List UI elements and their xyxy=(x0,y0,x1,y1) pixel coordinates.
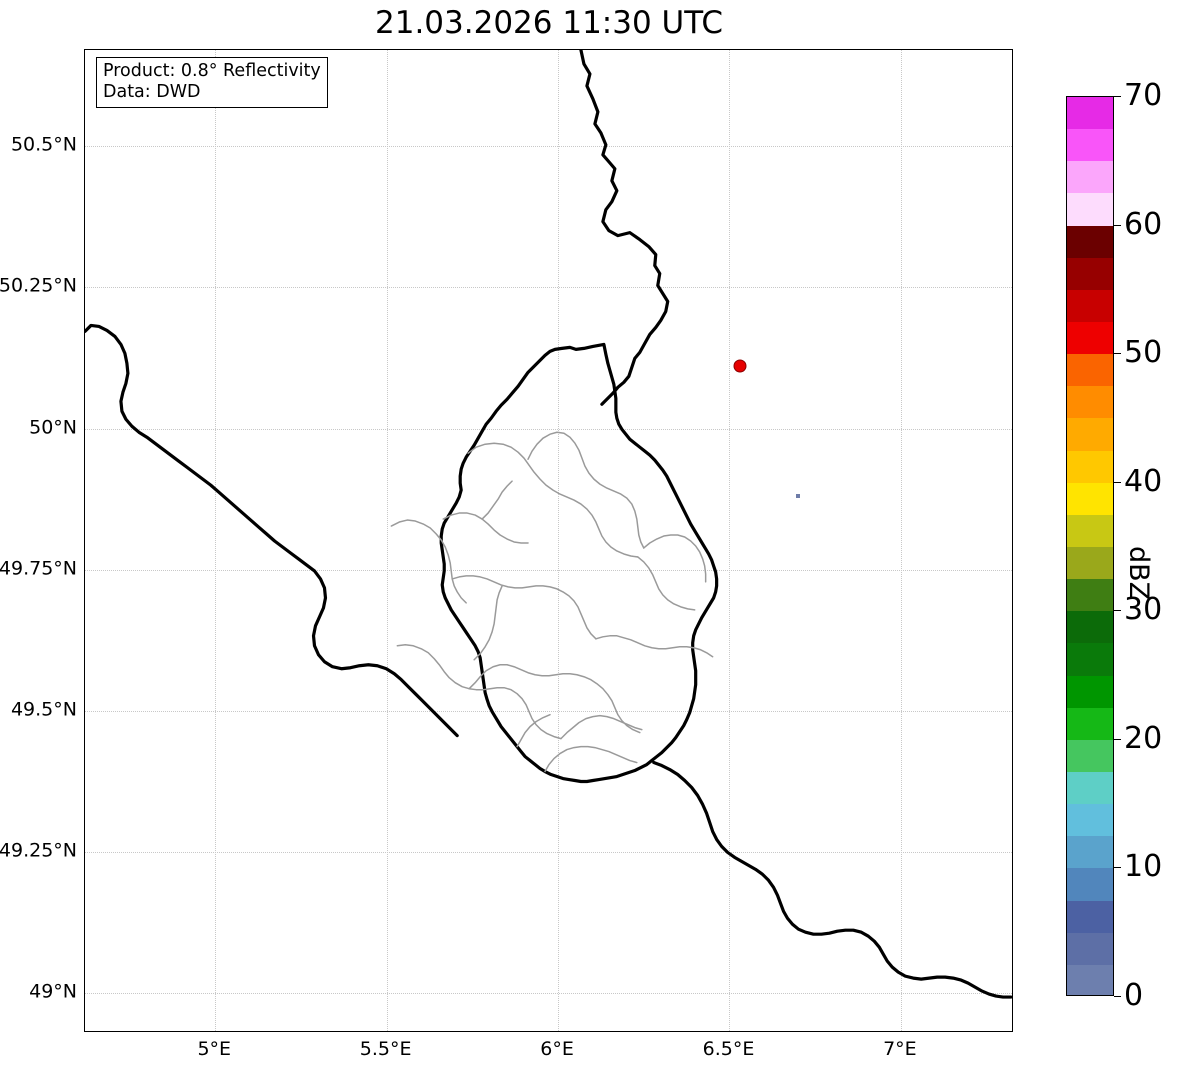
map-canvas[interactable]: Product: 0.8° Reflectivity Data: DWD xyxy=(84,49,1013,1032)
colorbar-tick-mark xyxy=(1114,353,1121,355)
colorbar-tick-label: 10 xyxy=(1124,849,1163,885)
colorbar[interactable] xyxy=(1066,96,1114,996)
colorbar-label: dBZ xyxy=(1123,546,1154,601)
colorbar-tick-mark xyxy=(1114,481,1121,483)
colorbar-band xyxy=(1067,547,1113,580)
info-product-line: Product: 0.8° Reflectivity xyxy=(103,61,321,81)
colorbar-band xyxy=(1067,579,1113,612)
colorbar-band xyxy=(1067,161,1113,195)
radar-site-marker[interactable] xyxy=(733,359,747,373)
colorbar-band xyxy=(1067,804,1113,837)
x-tick-label: 5.5°E xyxy=(359,1038,412,1060)
map-geography xyxy=(85,50,1012,999)
colorbar-tick-label: 50 xyxy=(1124,335,1163,371)
product-info-box: Product: 0.8° Reflectivity Data: DWD xyxy=(96,57,328,108)
gridline-lon xyxy=(729,50,731,1031)
colorbar-band xyxy=(1067,932,1113,966)
y-tick-label: 50.25°N xyxy=(0,274,77,297)
gridline-lon xyxy=(558,50,560,1031)
colorbar-band xyxy=(1067,450,1113,484)
gridline-lat xyxy=(85,428,1012,431)
colorbar-band xyxy=(1067,289,1113,323)
colorbar-tick-mark xyxy=(1114,96,1121,97)
colorbar-tick-label: 20 xyxy=(1124,720,1163,756)
colorbar-band xyxy=(1067,354,1113,387)
x-tick-label: 7°E xyxy=(883,1038,917,1060)
y-tick-label: 49.5°N xyxy=(10,698,77,721)
x-tick-label: 6.5°E xyxy=(702,1038,755,1060)
x-tick-label: 6°E xyxy=(540,1038,574,1060)
colorbar-band xyxy=(1067,482,1113,516)
colorbar-band xyxy=(1067,836,1113,870)
gridline-lat xyxy=(85,852,1012,854)
colorbar-band xyxy=(1067,739,1113,773)
y-tick-label: 50.5°N xyxy=(10,133,77,156)
colorbar-tick-mark xyxy=(1114,610,1121,612)
colorbar-band xyxy=(1067,97,1113,130)
colorbar-tick-label: 40 xyxy=(1124,463,1163,499)
gridline-lat xyxy=(85,287,1012,289)
national-borders xyxy=(85,50,1012,999)
colorbar-band xyxy=(1067,772,1113,805)
x-tick-label: 5°E xyxy=(197,1038,232,1060)
colorbar-band xyxy=(1067,225,1113,259)
colorbar-band xyxy=(1067,964,1113,995)
colorbar-band xyxy=(1067,257,1113,291)
colorbar-tick-label: 30 xyxy=(1124,592,1163,628)
gridline-lat xyxy=(85,993,1012,995)
page-title: 21.03.2026 11:30 UTC xyxy=(375,5,723,41)
colorbar-band xyxy=(1067,514,1113,548)
colorbar-band xyxy=(1067,418,1113,452)
admin-boundaries xyxy=(390,431,714,773)
colorbar-band xyxy=(1067,129,1113,162)
colorbar-band xyxy=(1067,611,1113,645)
info-data-line: Data: DWD xyxy=(103,82,201,102)
colorbar-tick-mark xyxy=(1114,996,1121,997)
colorbar-tick-mark xyxy=(1114,738,1121,740)
colorbar-tick-label: 60 xyxy=(1124,206,1163,242)
colorbar-band xyxy=(1067,643,1113,677)
y-tick-label: 49.25°N xyxy=(0,839,77,862)
colorbar-band xyxy=(1067,707,1113,741)
gridline-lat xyxy=(85,569,1012,572)
colorbar-band xyxy=(1067,675,1113,709)
y-tick-label: 49°N xyxy=(29,980,77,1003)
colorbar-band xyxy=(1067,386,1113,420)
colorbar-band xyxy=(1067,900,1113,934)
colorbar-tick-mark xyxy=(1114,224,1121,226)
gridline-lon xyxy=(386,50,389,1031)
y-tick-label: 49.75°N xyxy=(0,557,77,580)
y-tick-label: 50°N xyxy=(29,416,77,438)
colorbar-band xyxy=(1067,868,1113,902)
colorbar-tick-label: 0 xyxy=(1124,978,1144,1013)
gridline-lon xyxy=(215,50,217,1031)
colorbar-band xyxy=(1067,322,1113,355)
echo-pixel xyxy=(796,494,801,499)
colorbar-tick-label: 70 xyxy=(1124,78,1163,113)
colorbar-band xyxy=(1067,193,1113,227)
gridline-lat xyxy=(85,146,1012,148)
colorbar-tick-mark xyxy=(1114,867,1121,869)
gridline-lon xyxy=(900,50,903,1031)
gridline-lat xyxy=(85,710,1012,713)
